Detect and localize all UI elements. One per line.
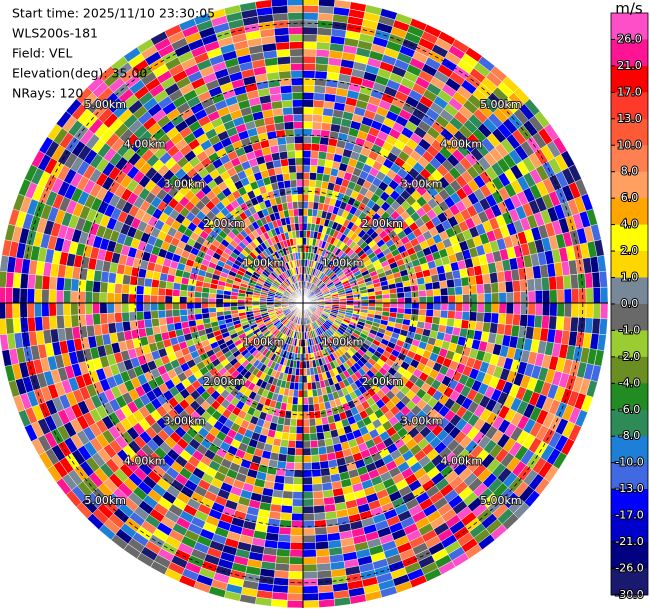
colorbar-segment (611, 515, 648, 543)
colorbar: 26.0 21.0 17.0 13.0 10.0 8.0 6.0 4.0 2.0 1.0 0.0 -1… (610, 12, 649, 602)
colorbar-label: -2.0 (619, 350, 640, 363)
info-line: Field: VEL (12, 46, 72, 61)
colorbar-segment (611, 436, 648, 464)
ring-label: 5.00km (480, 494, 522, 507)
range-ring (22, 22, 584, 584)
colorbar-label: 13.0 (617, 112, 642, 125)
ring-label: 1.00km (243, 256, 285, 269)
colorbar-segment (611, 65, 648, 93)
info-line: NRays: 120 (12, 86, 83, 101)
colorbar-label: 8.0 (621, 165, 639, 178)
colorbar-label: -21.0 (615, 535, 643, 548)
info-line: Start time: 2025/11/10 23:30:05 (12, 6, 215, 21)
colorbar-label: 4.0 (621, 218, 639, 231)
ring-label: 5.00km (84, 494, 126, 507)
colorbar-label: -17.0 (615, 509, 643, 522)
ring-label: 4.00km (124, 454, 166, 467)
colorbar-segment (611, 224, 648, 252)
colorbar-label: 26.0 (617, 32, 642, 45)
range-grid: 1.00km 1.00km 1.00km 1.00km 2.00km 2.00km 2.00… (0, 0, 608, 608)
info-block: Start time: 2025/11/10 23:30:05 WLS200s-1… (12, 6, 215, 101)
ring-label: 4.00km (124, 138, 166, 151)
ring-label: 3.00km (401, 177, 443, 190)
range-ring (134, 134, 472, 472)
colorbar-frame (610, 12, 649, 596)
radar-cells (29, 8, 605, 587)
radar-field (0, 0, 609, 609)
colorbar-segment (611, 251, 648, 278)
colorbar-segment (611, 118, 648, 146)
colorbar-label: 21.0 (617, 59, 642, 72)
ring-label: 5.00km (84, 98, 126, 111)
colorbar-segment (611, 145, 648, 173)
colorbar-segment (611, 356, 648, 384)
colorbar-segment (611, 13, 648, 40)
colorbar-label: 0.0 (621, 297, 639, 310)
colorbar-segment (611, 462, 648, 490)
colorbar-segment (611, 277, 648, 305)
colorbar-segment (611, 171, 648, 199)
colorbar-unit: m/s (615, 0, 643, 18)
ring-label: 3.00km (163, 415, 205, 428)
colorbar-segment (611, 303, 648, 331)
range-ring (78, 78, 528, 528)
colorbar-label: -10.0 (615, 456, 643, 469)
ring-label: 1.00km (243, 336, 285, 349)
colorbar-label: -6.0 (619, 403, 640, 416)
colorbar-label: -8.0 (619, 429, 640, 442)
ring-label: 4.00km (440, 138, 482, 151)
ring-label: 2.00km (203, 217, 245, 230)
ring-label: 1.00km (322, 336, 364, 349)
colorbar-segment (611, 409, 648, 437)
colorbar-label: -13.0 (615, 482, 643, 495)
range-ring (190, 190, 416, 416)
ring-label: 2.00km (203, 375, 245, 388)
colorbar-label: 1.0 (621, 271, 639, 284)
ring-label: 1.00km (322, 256, 364, 269)
colorbar-label: -4.0 (619, 376, 640, 389)
info-line: WLS200s-181 (12, 26, 98, 41)
colorbar-label: 2.0 (621, 244, 639, 257)
ring-label: 4.00km (440, 454, 482, 467)
colorbar-label: -26.0 (615, 561, 643, 574)
ring-label: 2.00km (361, 375, 403, 388)
colorbar-segment (611, 198, 648, 226)
colorbar-segment (611, 330, 648, 358)
colorbar-label: 17.0 (617, 85, 642, 98)
colorbar-segment (611, 489, 648, 517)
colorbar-label: 6.0 (621, 191, 639, 204)
colorbar-label: -30.0 (615, 588, 643, 601)
colorbar-segment (611, 568, 648, 596)
colorbar-segment (611, 39, 648, 67)
ring-label: 5.00km (480, 98, 522, 111)
ring-label: 3.00km (401, 415, 443, 428)
range-ring (246, 246, 360, 360)
colorbar-label: -1.0 (619, 323, 640, 336)
colorbar-segment (611, 542, 648, 569)
colorbar-segment (611, 383, 648, 411)
info-line: Elevation(deg): 35.00 (12, 66, 147, 81)
ring-label: 3.00km (163, 177, 205, 190)
colorbar-segment (611, 92, 648, 120)
ring-label: 2.00km (361, 217, 403, 230)
colorbar-label: 10.0 (617, 138, 642, 151)
